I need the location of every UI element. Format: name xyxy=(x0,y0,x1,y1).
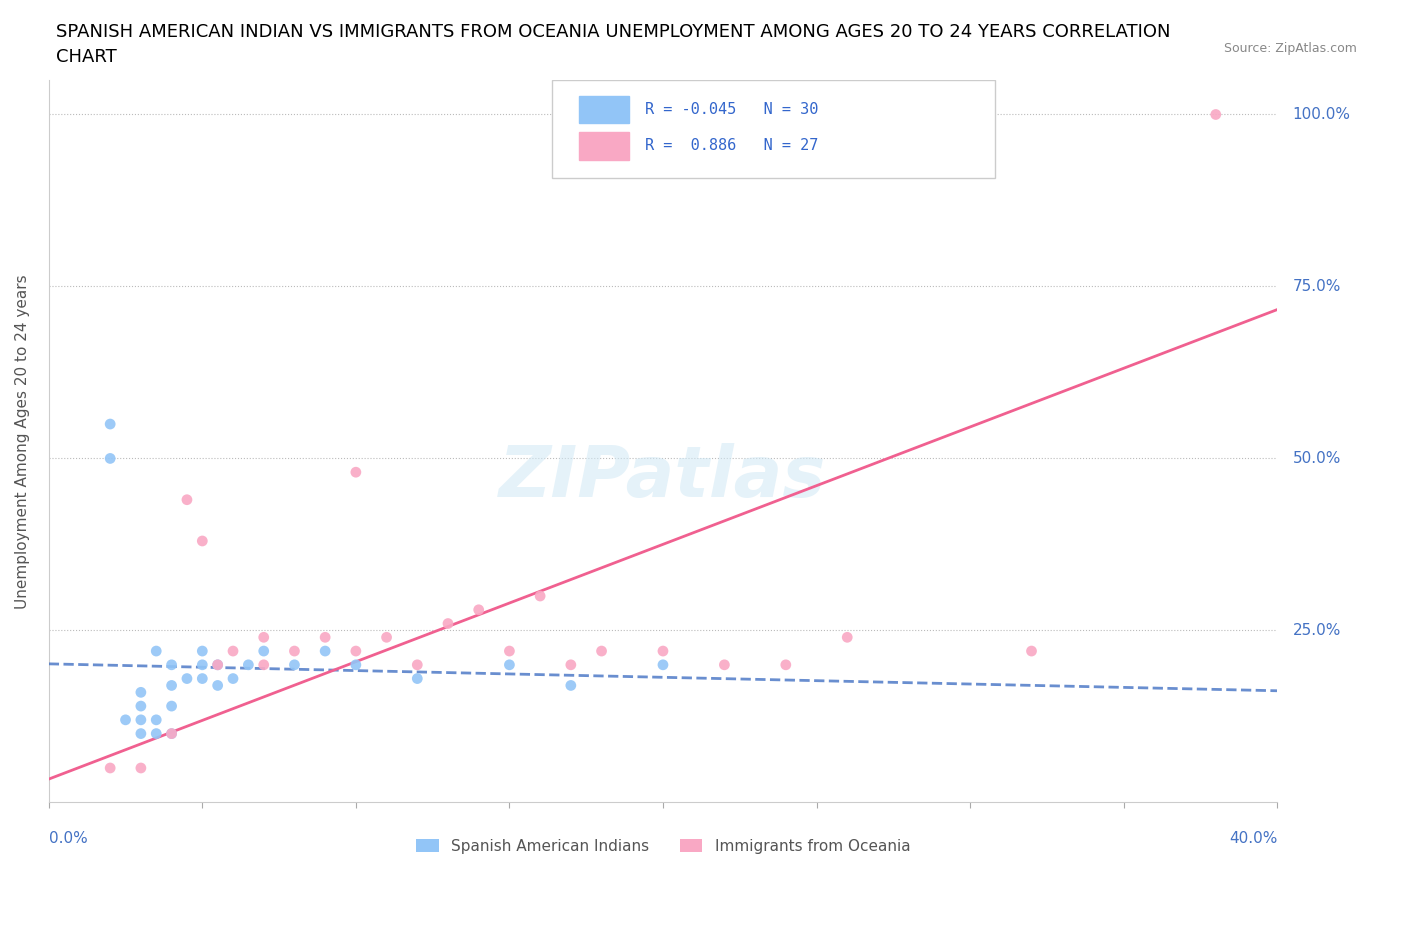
Text: R =  0.886   N = 27: R = 0.886 N = 27 xyxy=(644,139,818,153)
Point xyxy=(129,698,152,713)
Point xyxy=(775,658,797,672)
Point xyxy=(191,658,214,672)
Point xyxy=(253,630,276,644)
Point xyxy=(129,726,152,741)
Point xyxy=(160,678,183,693)
Point xyxy=(713,658,735,672)
Point xyxy=(98,451,121,466)
Point xyxy=(498,658,520,672)
Text: 0.0%: 0.0% xyxy=(49,831,87,846)
Point xyxy=(1021,644,1043,658)
Bar xyxy=(579,96,628,124)
Bar xyxy=(579,132,628,160)
Point xyxy=(467,603,489,618)
Text: 25.0%: 25.0% xyxy=(1292,623,1341,638)
Point xyxy=(437,616,460,631)
Point xyxy=(145,726,167,741)
Point xyxy=(406,658,429,672)
Point xyxy=(176,671,198,686)
Point xyxy=(176,492,198,507)
Point xyxy=(145,644,167,658)
Point xyxy=(207,658,229,672)
Point xyxy=(344,658,367,672)
Point xyxy=(591,644,613,658)
Point xyxy=(222,671,245,686)
Point xyxy=(283,658,305,672)
Point xyxy=(253,658,276,672)
Point xyxy=(222,644,245,658)
Point xyxy=(191,671,214,686)
Point xyxy=(207,678,229,693)
Text: SPANISH AMERICAN INDIAN VS IMMIGRANTS FROM OCEANIA UNEMPLOYMENT AMONG AGES 20 TO: SPANISH AMERICAN INDIAN VS IMMIGRANTS FR… xyxy=(56,23,1171,41)
Point xyxy=(283,644,305,658)
Point xyxy=(652,658,675,672)
Point xyxy=(98,417,121,432)
Point xyxy=(529,589,551,604)
Point xyxy=(652,644,675,658)
Point xyxy=(191,644,214,658)
Point xyxy=(314,630,336,644)
Text: Source: ZipAtlas.com: Source: ZipAtlas.com xyxy=(1223,42,1357,55)
Point xyxy=(238,658,260,672)
Text: CHART: CHART xyxy=(56,48,117,66)
Y-axis label: Unemployment Among Ages 20 to 24 years: Unemployment Among Ages 20 to 24 years xyxy=(15,274,30,608)
Point xyxy=(1205,107,1227,122)
Point xyxy=(98,761,121,776)
Point xyxy=(145,712,167,727)
Point xyxy=(498,644,520,658)
Point xyxy=(160,726,183,741)
Point xyxy=(114,712,136,727)
FancyBboxPatch shape xyxy=(553,80,994,178)
Point xyxy=(253,644,276,658)
Point xyxy=(837,630,859,644)
Point xyxy=(344,465,367,480)
Point xyxy=(560,678,582,693)
Point xyxy=(375,630,398,644)
Point xyxy=(129,761,152,776)
Point xyxy=(160,726,183,741)
Point xyxy=(406,671,429,686)
Point xyxy=(560,658,582,672)
Text: R = -0.045   N = 30: R = -0.045 N = 30 xyxy=(644,102,818,117)
Text: 40.0%: 40.0% xyxy=(1229,831,1277,846)
Point xyxy=(129,684,152,699)
Point xyxy=(160,658,183,672)
Point xyxy=(129,712,152,727)
Point xyxy=(314,644,336,658)
Point xyxy=(191,534,214,549)
Text: 100.0%: 100.0% xyxy=(1292,107,1351,122)
Point xyxy=(344,644,367,658)
Point xyxy=(207,658,229,672)
Text: 50.0%: 50.0% xyxy=(1292,451,1341,466)
Text: 75.0%: 75.0% xyxy=(1292,279,1341,294)
Text: ZIPatlas: ZIPatlas xyxy=(499,443,827,512)
Point xyxy=(160,698,183,713)
Legend: Spanish American Indians, Immigrants from Oceania: Spanish American Indians, Immigrants fro… xyxy=(409,832,917,859)
